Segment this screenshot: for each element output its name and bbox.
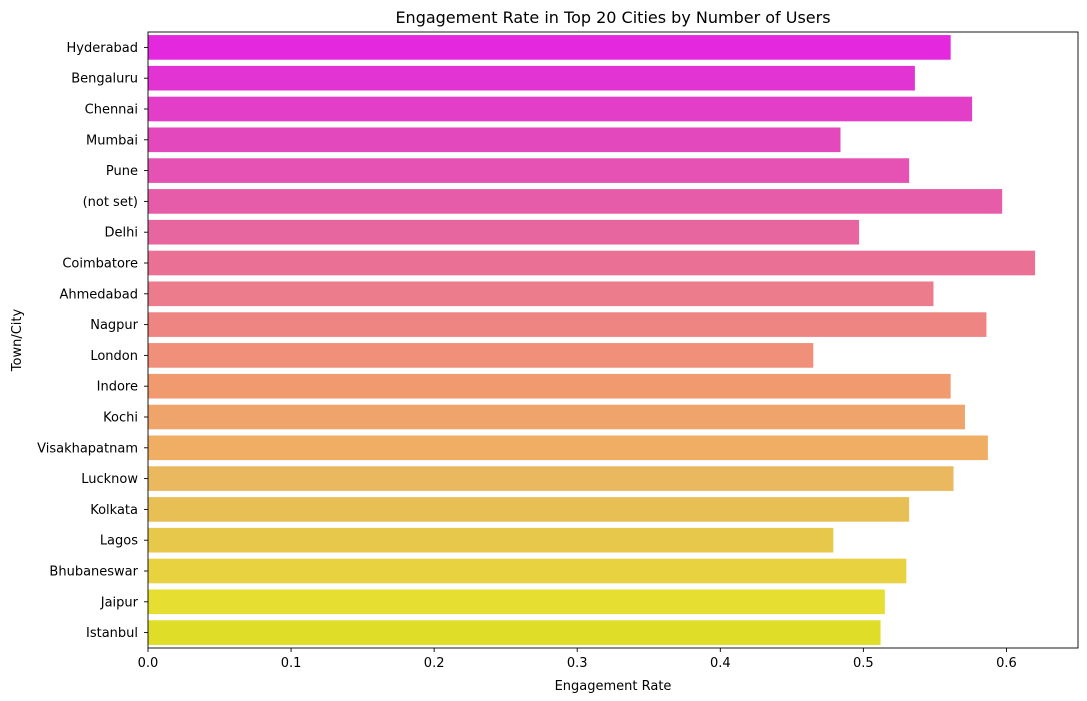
y-tick-label: Kochi [103, 411, 138, 426]
x-tick-label: 0.2 [424, 656, 445, 671]
x-ticks-group: 0.0 0.1 0.2 0.3 0.4 0.5 0.6 [138, 648, 1017, 671]
y-tick-label: (not set) [83, 195, 138, 210]
x-tick-label: 0.5 [853, 656, 874, 671]
y-tick-label: Coimbatore [62, 257, 138, 272]
y-tick-label: Lagos [100, 534, 138, 549]
bar-mumbai [148, 127, 841, 153]
bar-lucknow [148, 466, 954, 491]
y-tick-label: Chennai [85, 103, 138, 118]
bar-ahmedabad [148, 281, 934, 307]
bars-group [148, 35, 1036, 645]
y-tick-label: Mumbai [86, 133, 138, 148]
y-tick-label: Bengaluru [71, 72, 138, 87]
y-tick-label: Istanbul [86, 626, 138, 641]
bar-bengaluru [148, 65, 915, 91]
y-tick-label: Pune [106, 164, 138, 179]
y-tick-label: Jaipur [100, 595, 139, 610]
y-ticks-group: Hyderabad Bengaluru Chennai Mumbai Pune (not … [37, 41, 148, 641]
bar-istanbul [148, 620, 881, 645]
bar-london [148, 343, 814, 368]
y-tick-label: Indore [97, 380, 138, 395]
bar-nagpur [148, 312, 987, 337]
bar-indore [148, 373, 951, 399]
bar-visakhapatnam [148, 435, 988, 461]
bar-kochi [148, 404, 965, 430]
y-tick-label: London [90, 349, 138, 364]
y-tick-label: Visakhapatnam [37, 441, 138, 456]
bar-delhi [148, 219, 860, 245]
chart-title: Engagement Rate in Top 20 Cities by Numb… [395, 8, 830, 27]
bar-not-set [148, 189, 1003, 214]
y-tick-label: Hyderabad [67, 41, 139, 56]
y-tick-label: Nagpur [90, 318, 138, 333]
bar-lagos [148, 527, 834, 553]
y-tick-label: Lucknow [81, 472, 138, 487]
x-axis-label: Engagement Rate [555, 679, 672, 694]
plot-frame [147, 31, 1079, 649]
y-tick-label: Delhi [105, 226, 138, 241]
bar-bhubaneswar [148, 558, 907, 584]
y-axis-label: Town/City [10, 308, 25, 372]
bar-kolkata [148, 497, 910, 522]
bar-jaipur [148, 589, 885, 615]
x-tick-label: 0.6 [996, 656, 1017, 671]
y-tick-label: Kolkata [90, 503, 138, 518]
bar-coimbatore [148, 250, 1036, 276]
y-tick-label: Ahmedabad [60, 287, 138, 302]
bar-pune [148, 158, 910, 183]
bar-hyderabad [148, 35, 951, 60]
x-tick-label: 0.1 [281, 656, 302, 671]
bar-chennai [148, 96, 973, 122]
y-tick-label: Bhubaneswar [49, 565, 138, 580]
x-tick-label: 0.3 [567, 656, 588, 671]
x-tick-label: 0.0 [138, 656, 159, 671]
x-tick-label: 0.4 [710, 656, 731, 671]
